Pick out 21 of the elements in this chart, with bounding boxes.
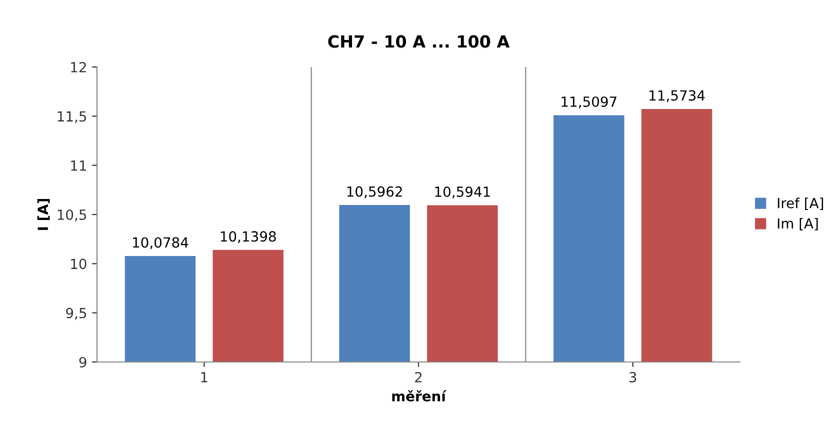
- y-tick-label: 11: [71, 160, 86, 171]
- chart-title: CH7 - 10 A ... 100 A: [328, 35, 510, 48]
- y-tick-label: 9: [79, 356, 86, 368]
- y-tick-label: 9,5: [66, 308, 86, 320]
- data-label: 10,5941: [435, 186, 490, 198]
- legend-label: Im [A]: [778, 218, 818, 230]
- x-tick-label: 3: [629, 372, 636, 382]
- data-label: 10,5962: [347, 186, 402, 198]
- x-tick-label: 1: [201, 372, 208, 382]
- data-label: 10,1398: [220, 231, 276, 244]
- x-tick-label: 2: [415, 372, 422, 382]
- legend-label: Iref [A]: [778, 198, 824, 210]
- data-label: 11,5734: [650, 90, 705, 102]
- data-label: 11,5097: [562, 96, 616, 108]
- data-label: 10,0784: [133, 237, 188, 250]
- y-tick-label: 11,5: [58, 111, 86, 124]
- x-axis-title: měření: [392, 390, 447, 402]
- y-tick-label: 12: [71, 62, 86, 72]
- y-axis-title: I [A]: [37, 198, 50, 230]
- y-tick-label: 10: [71, 258, 86, 270]
- y-tick-label: 10,5: [58, 209, 86, 222]
